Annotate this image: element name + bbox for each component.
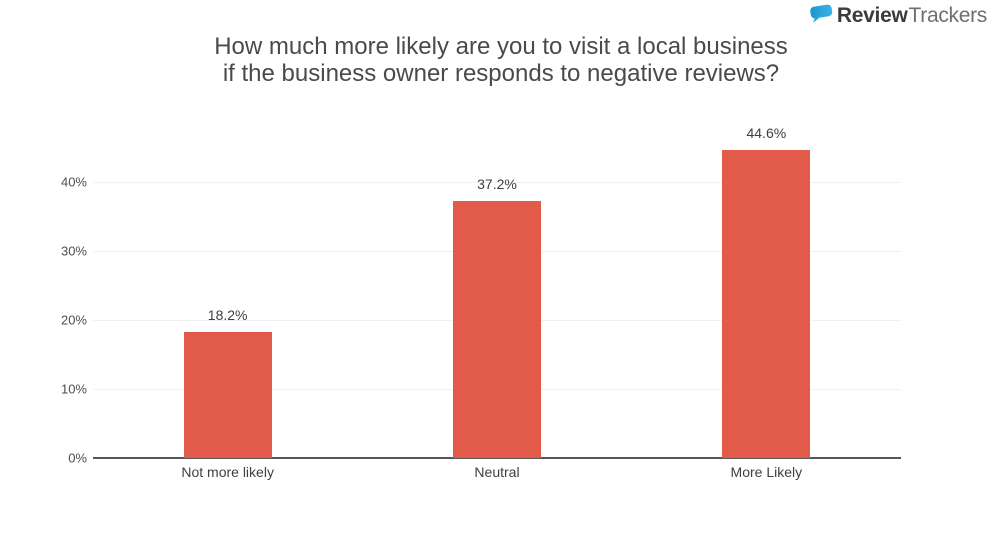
ytick-label-0%: 0% <box>68 450 87 466</box>
logo-text-review: Review <box>836 4 908 27</box>
speech-bubble-icon <box>807 1 834 29</box>
chart-title-line1: How much more likely are you to visit a … <box>214 33 788 60</box>
bar-more-likely <box>722 150 811 458</box>
value-label-18.2%: 18.2% <box>207 307 248 324</box>
ytick-label-10%: 10% <box>60 381 87 397</box>
xtick-label-neutral: Neutral <box>474 464 520 480</box>
plot-area: 18.2% 37.2% 44.6% <box>93 113 901 459</box>
value-label-37.2%: 37.2% <box>477 176 517 193</box>
gridline-40% <box>93 182 901 183</box>
value-label-44.6%: 44.6% <box>746 125 787 142</box>
ytick-label-20%: 20% <box>60 312 87 328</box>
reviewtrackers-logo: Review Trackers <box>807 3 987 29</box>
x-axis-line <box>93 457 901 459</box>
chart-title: How much more likely are you to visit a … <box>97 33 905 87</box>
xtick-label-not-more-likely: Not more likely <box>181 464 274 480</box>
bar-not-more-likely <box>183 332 272 458</box>
chart-title-line2: if the business owner responds to negati… <box>222 60 780 87</box>
logo-text-trackers: Trackers <box>908 4 988 27</box>
bar-neutral <box>453 201 541 458</box>
chart-area: 18.2% 37.2% 44.6% 0% 10% 20% 30% 40% <box>0 113 995 466</box>
ytick-label-30%: 30% <box>60 243 87 259</box>
ytick-label-40%: 40% <box>60 174 87 190</box>
xtick-label-more-likely: More Likely <box>730 464 803 480</box>
